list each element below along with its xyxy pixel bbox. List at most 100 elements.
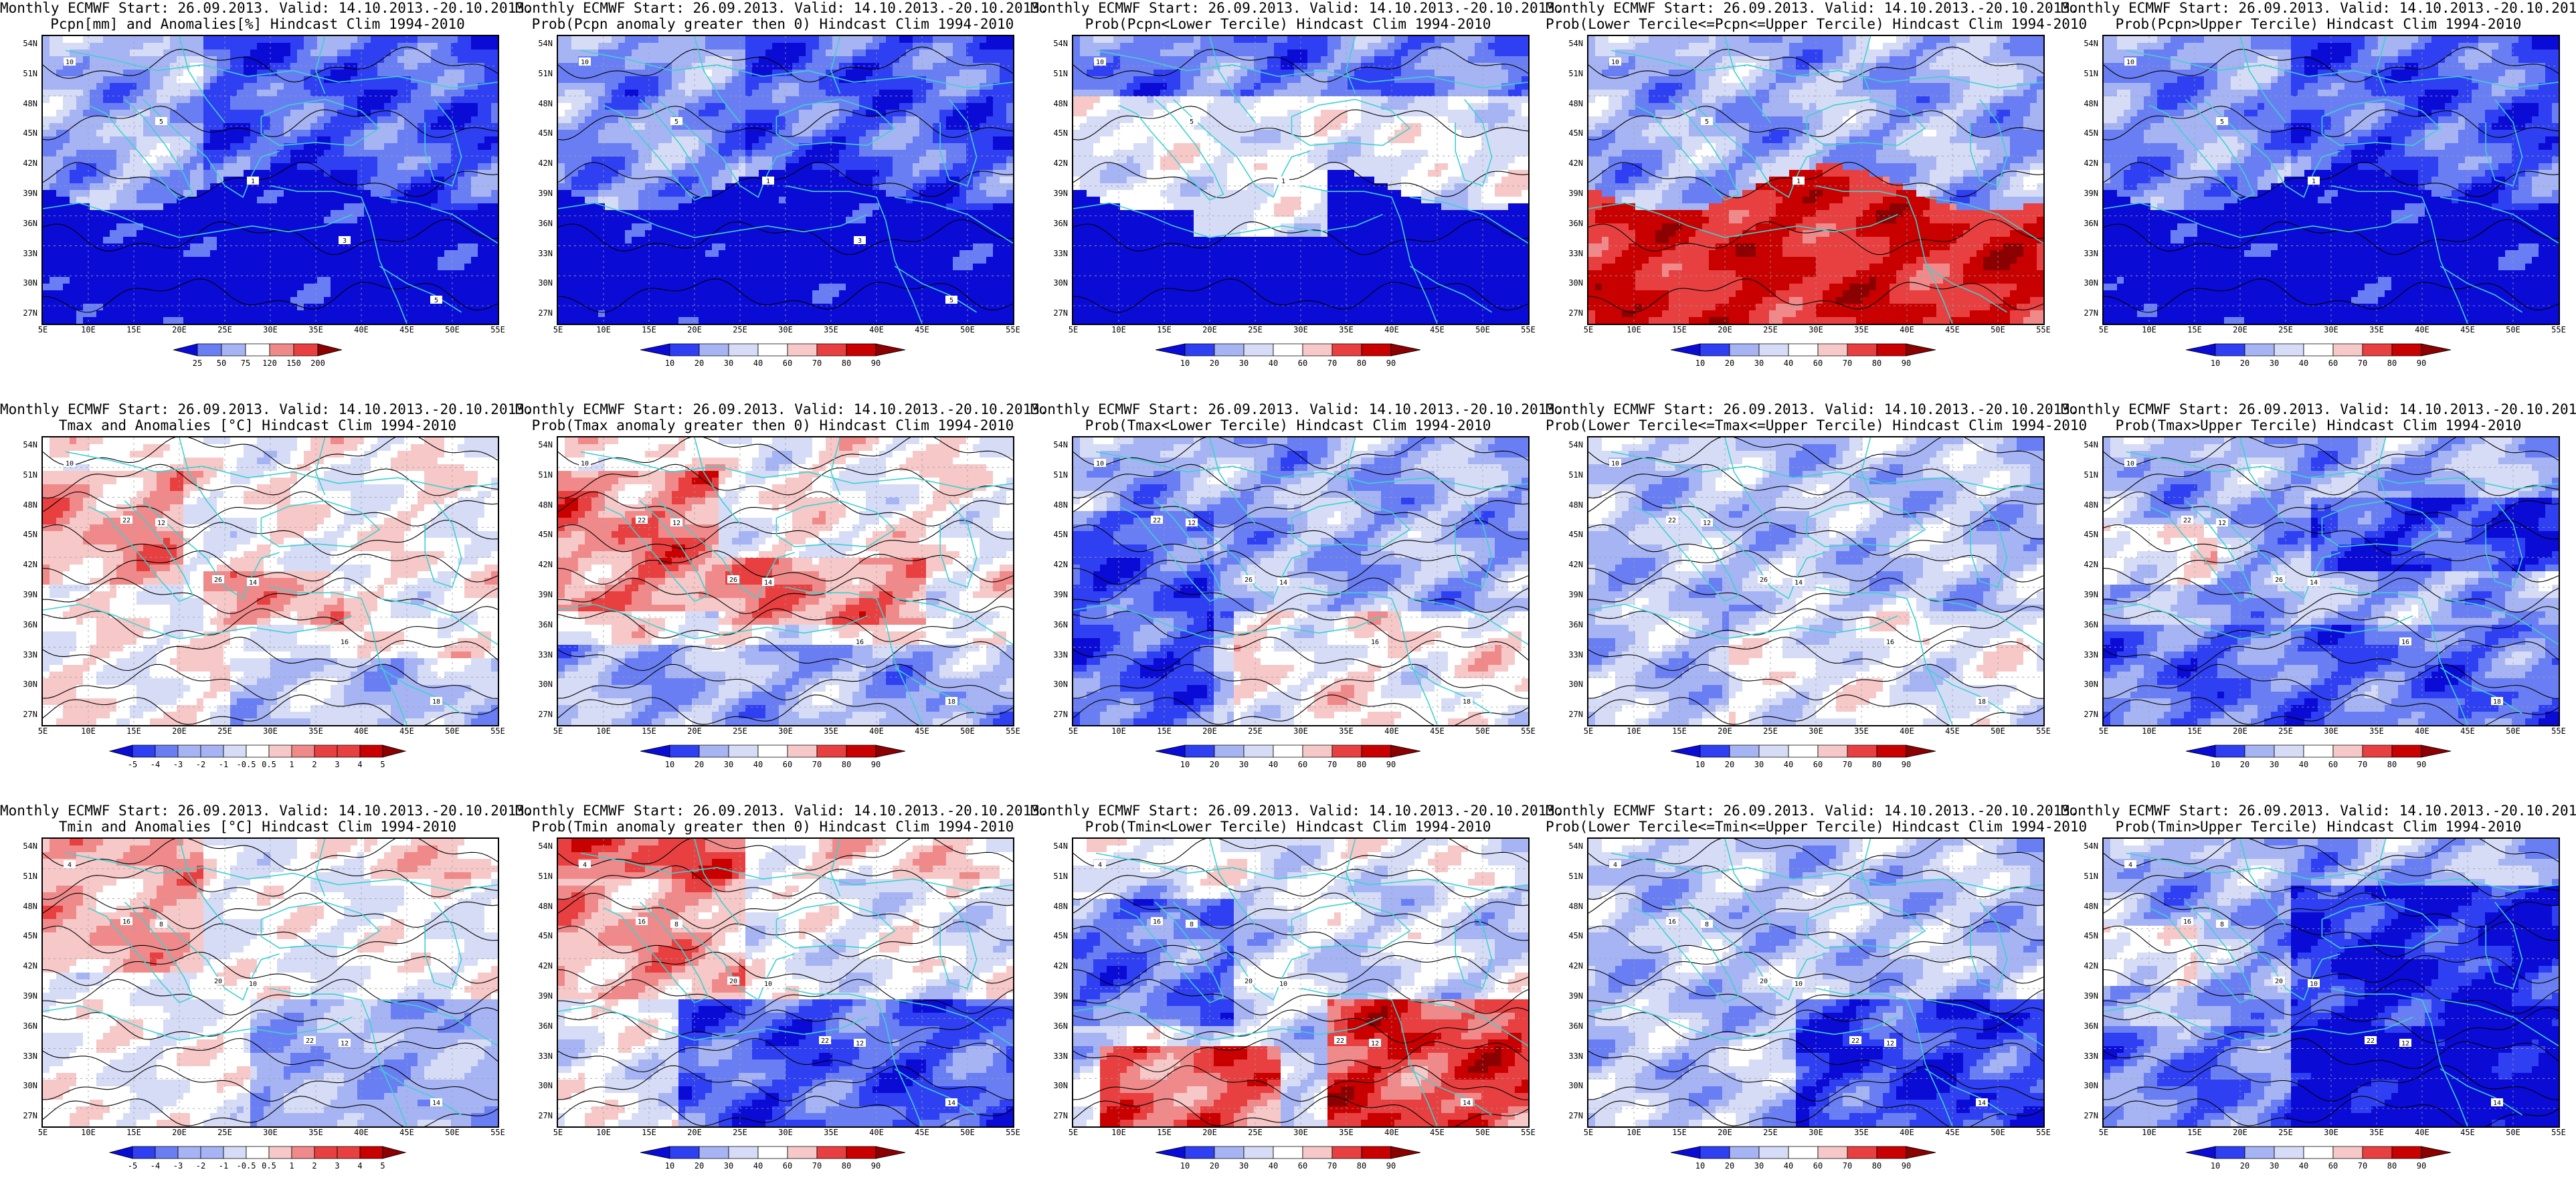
colorbar-swatch	[1817, 343, 1848, 357]
lon-tick-label: 30E	[2318, 1128, 2344, 1137]
panel-title-line1: Monthly ECMWF Start: 26.09.2013. Valid: …	[515, 803, 1048, 819]
lon-tick-label: 15E	[636, 726, 662, 736]
svg-text:5: 5	[159, 118, 163, 126]
lon-tick-label: 40E	[2409, 726, 2435, 736]
contour-label: 20	[727, 977, 739, 985]
lon-tick-label: 20E	[1196, 726, 1223, 736]
panel-title: Monthly ECMWF Start: 26.09.2013. Valid: …	[515, 0, 1048, 32]
colorbar-label: 60	[774, 1161, 801, 1171]
lat-tick-label: 45N	[533, 128, 553, 138]
lon-tick-label: 35E	[1848, 325, 1875, 334]
map-frame: 4 8 10 12 14 16 20 22	[41, 837, 499, 1128]
colorbar-label: 80	[1863, 1161, 1890, 1171]
contour-label: 22	[819, 1036, 831, 1045]
lon-tick-label: 45E	[2454, 726, 2481, 736]
lat-tick-label: 54N	[1048, 841, 1068, 851]
lon-tick-label: 15E	[120, 1128, 147, 1137]
colorbar-swatch	[1670, 343, 1701, 357]
lat-tick-label: 48N	[1048, 500, 1068, 510]
lon-tick-label: 45E	[909, 726, 935, 736]
lat-tick-label: 33N	[17, 650, 37, 660]
lat-tick-label: 42N	[1048, 560, 1068, 569]
colorbar-label: 1	[278, 760, 305, 769]
contour-label: 14	[762, 578, 774, 587]
contour-label: 12	[339, 1039, 351, 1047]
lon-tick-label: 25E	[727, 325, 753, 334]
colorbar-label: 40	[1260, 760, 1287, 769]
colorbar-label: 30	[1746, 760, 1772, 769]
colorbar-swatch	[787, 1146, 818, 1159]
lon-tick-label: 45E	[1424, 1128, 1451, 1137]
contour-label: 22	[2365, 1036, 2377, 1045]
colorbar-swatch	[1243, 1146, 1274, 1159]
map-frame: 4 8 10 12 14 16 20 22	[2102, 837, 2560, 1128]
lat-tick-label: 27N	[1563, 308, 1583, 318]
lon-tick-label: 20E	[2227, 325, 2253, 334]
lon-tick-label: 35E	[302, 325, 329, 334]
colorbar-swatch	[132, 1146, 156, 1159]
lon-tick-label: 45E	[2454, 1128, 2481, 1137]
colorbar-swatch	[268, 1146, 292, 1159]
colorbar-label: 40	[1775, 760, 1802, 769]
colorbar-swatch	[1361, 343, 1392, 357]
colorbar-label: 10	[2202, 1161, 2229, 1171]
colorbar-swatch	[1273, 1146, 1303, 1159]
colorbar-swatch	[1184, 744, 1215, 758]
colorbar-label: 20	[1201, 359, 1228, 368]
panel-title: Monthly ECMWF Start: 26.09.2013. Valid: …	[0, 401, 533, 433]
lat-tick-label: 30N	[1048, 1081, 1068, 1090]
lon-tick-label: 50E	[1985, 726, 2011, 736]
contour-label: 20	[212, 977, 224, 985]
colorbar-swatch	[269, 343, 294, 357]
lon-tick-label: 50E	[954, 1128, 981, 1137]
lon-tick-label: 5E	[2090, 726, 2117, 736]
contour-label: 14	[1461, 1098, 1473, 1107]
colorbar-swatch	[1243, 343, 1274, 357]
map-panel-p10: Monthly ECMWF Start: 26.09.2013. Valid: …	[2061, 401, 2576, 803]
lon-tick-label: 25E	[2272, 726, 2299, 736]
colorbar-swatch	[2332, 343, 2363, 357]
colorbar-swatch	[2185, 343, 2216, 357]
lon-tick-label: 35E	[302, 1128, 329, 1137]
lon-tick-label: 55E	[1000, 325, 1026, 334]
colorbar-swatch	[2274, 1146, 2304, 1159]
colorbar-label: 1	[278, 1161, 305, 1171]
lat-tick-label: 27N	[17, 308, 37, 318]
contour-label: 8	[1186, 920, 1198, 928]
colorbar-label: 10	[2202, 760, 2229, 769]
contour-label: 16	[1666, 917, 1678, 926]
colorbar-label: 30	[1230, 1161, 1257, 1171]
lon-tick-label: 30E	[2318, 726, 2344, 736]
lon-tick-label: 45E	[393, 325, 420, 334]
lon-tick-label: 45E	[393, 726, 420, 736]
contour-label: 1	[1792, 177, 1805, 185]
lon-tick-label: 55E	[2030, 726, 2057, 736]
map-field: 10 5 1	[1073, 36, 1528, 324]
lon-tick-label: 20E	[166, 325, 193, 334]
lat-tick-label: 27N	[2078, 1111, 2098, 1120]
lat-tick-label: 48N	[533, 99, 553, 108]
lat-tick-label: 33N	[17, 249, 37, 258]
colorbar-label: 70	[2349, 359, 2376, 368]
lon-tick-label: 20E	[681, 1128, 708, 1137]
colorbar-swatch	[699, 343, 729, 357]
lat-tick-label: 30N	[533, 278, 553, 288]
colorbar-label: 80	[1348, 760, 1375, 769]
lat-tick-label: 39N	[1048, 189, 1068, 198]
contour-label: 3	[854, 236, 866, 245]
lon-tick-label: 30E	[772, 726, 799, 736]
lon-tick-label: 25E	[1757, 726, 1784, 736]
panel-title-line2: Prob(Lower Tercile<=Pcpn<=Upper Tercile)…	[1546, 16, 2087, 32]
map-field: 4 8 10 12 14 16 20 22	[1073, 839, 1528, 1126]
colorbar-label: 90	[1378, 760, 1404, 769]
contour-label: 16	[339, 637, 351, 646]
lat-tick-label: 39N	[2078, 590, 2098, 599]
colorbar-swatch	[359, 1146, 383, 1159]
lat-tick-label: 39N	[1563, 189, 1583, 198]
lat-tick-label: 33N	[1563, 650, 1583, 660]
colorbar-swatch	[246, 744, 270, 758]
lon-tick-label: 55E	[1515, 1128, 1542, 1137]
lon-tick-label: 55E	[484, 1128, 511, 1137]
lat-tick-label: 42N	[1563, 159, 1583, 168]
lon-tick-label: 45E	[1939, 1128, 1966, 1137]
